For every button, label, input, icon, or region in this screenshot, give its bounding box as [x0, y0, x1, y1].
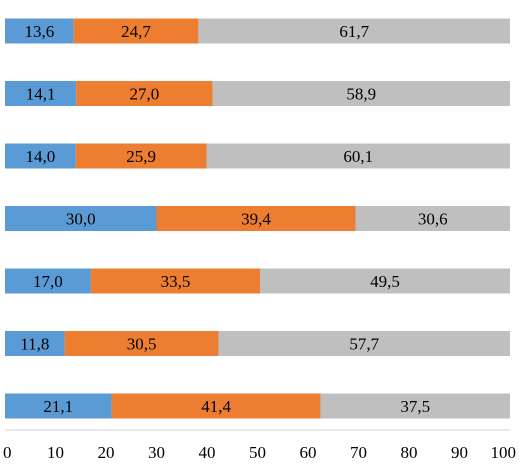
- data-label-2-series-2: 27,0: [130, 85, 160, 104]
- data-label-5-series-3: 49,5: [370, 272, 400, 291]
- bar-segment-7-series-2: [111, 393, 321, 419]
- data-label-3-series-2: 25,9: [126, 147, 156, 166]
- bars-layer: [5, 18, 511, 419]
- data-label-1-series-1: 13,6: [24, 22, 54, 41]
- bar-segment-6-series-2: [64, 331, 219, 356]
- data-label-4-series-3: 30,6: [418, 210, 448, 229]
- x-tick-label-30: 30: [148, 443, 165, 462]
- bar-segment-6-series-3: [218, 331, 510, 356]
- x-tick-label-90: 90: [451, 443, 468, 462]
- data-label-7-series-2: 41,4: [201, 397, 231, 416]
- data-label-3-series-1: 14,0: [25, 147, 55, 166]
- x-tick-label-50: 50: [249, 443, 266, 462]
- bar-segment-5-series-2: [90, 268, 261, 294]
- x-axis-ticks: 0 10 20 30 40 50 60 70 80 90 100: [3, 443, 516, 462]
- bar-segment-1-series-2: [73, 18, 199, 44]
- x-tick-label-10: 10: [47, 443, 64, 462]
- x-tick-label-80: 80: [401, 443, 418, 462]
- bar-segment-2-series-3: [212, 81, 510, 106]
- bar-segment-4-series-3: [355, 206, 510, 231]
- bar-segment-3-series-1: [5, 143, 76, 169]
- bar-labels-layer: 13,6 24,7 61,7 14,1 27,0 58,9 14,0 25,9 60,1 30,0…: [20, 22, 447, 416]
- data-label-4-series-1: 30,0: [66, 210, 96, 229]
- data-label-2-series-1: 14,1: [26, 85, 56, 104]
- bar-segment-1-series-1: [5, 18, 74, 44]
- data-label-7-series-3: 37,5: [400, 397, 430, 416]
- x-tick-label-70: 70: [350, 443, 367, 462]
- bar-segment-7-series-3: [320, 393, 511, 419]
- data-label-5-series-1: 17,0: [33, 272, 63, 291]
- bar-segment-1-series-3: [198, 18, 510, 44]
- data-label-7-series-1: 21,1: [43, 397, 73, 416]
- x-tick-label-40: 40: [199, 443, 216, 462]
- data-label-1-series-3: 61,7: [339, 22, 369, 41]
- bar-segment-2-series-1: [5, 81, 77, 106]
- bar-segment-3-series-2: [75, 143, 207, 169]
- data-label-6-series-2: 30,5: [127, 335, 157, 354]
- bar-segment-4-series-2: [156, 206, 356, 231]
- x-tick-label-60: 60: [300, 443, 317, 462]
- bar-segment-2-series-2: [76, 81, 213, 106]
- bar-segment-6-series-1: [5, 331, 65, 356]
- x-tick-label-20: 20: [98, 443, 115, 462]
- data-label-3-series-3: 60,1: [343, 147, 373, 166]
- bar-segment-5-series-1: [5, 268, 91, 294]
- bar-segment-5-series-3: [260, 268, 510, 294]
- bar-segment-4-series-1: [5, 206, 157, 231]
- data-label-5-series-2: 33,5: [161, 272, 191, 291]
- x-tick-label-0: 0: [3, 443, 12, 462]
- bar-segment-7-series-1: [5, 393, 112, 419]
- bar-segment-3-series-3: [206, 143, 510, 169]
- data-label-1-series-2: 24,7: [121, 22, 151, 41]
- data-label-6-series-3: 57,7: [349, 335, 379, 354]
- x-tick-label-100: 100: [491, 443, 517, 462]
- data-label-6-series-1: 11,8: [20, 335, 49, 354]
- data-label-4-series-2: 39,4: [241, 210, 271, 229]
- data-label-2-series-3: 58,9: [346, 85, 376, 104]
